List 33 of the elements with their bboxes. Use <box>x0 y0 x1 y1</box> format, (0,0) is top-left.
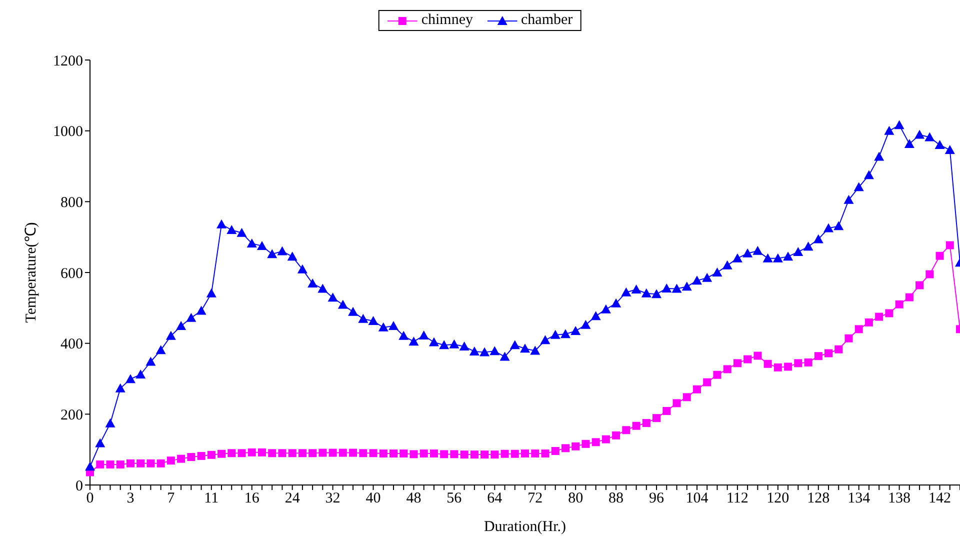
y-tick-label: 0 <box>76 478 83 494</box>
x-tick-label: 112 <box>726 490 748 507</box>
x-tick-label: 7 <box>167 490 176 507</box>
x-tick-label: 88 <box>608 490 624 507</box>
y-tick-label: 200 <box>60 407 83 424</box>
x-tick-label: 0 <box>86 490 94 507</box>
x-tick-label: 134 <box>848 490 871 507</box>
y-tick-label: 800 <box>60 194 83 211</box>
x-tick-label: 138 <box>888 490 911 507</box>
y-tick-label: 600 <box>60 266 83 282</box>
legend-label: chimney <box>421 12 474 29</box>
legend-label: chamber <box>521 12 573 29</box>
x-tick-label: 32 <box>325 490 340 507</box>
x-tick-label: 142 <box>928 490 952 507</box>
x-tick-label: 16 <box>244 490 260 507</box>
x-tick-label: 80 <box>568 490 584 507</box>
x-tick-label: 72 <box>528 490 543 507</box>
x-tick-label: 64 <box>487 490 503 507</box>
y-tick-label: 1000 <box>53 124 83 140</box>
x-tick-label: 11 <box>204 490 219 507</box>
x-tick-label: 40 <box>366 490 381 507</box>
x-tick-label: 3 <box>126 490 134 507</box>
x-tick-label: 48 <box>406 490 422 507</box>
y-tick-label: 1200 <box>53 53 83 70</box>
x-axis-title: Duration(Hr.) <box>484 519 566 535</box>
x-tick-label: 96 <box>649 490 665 507</box>
y-axis-title: Temperature(℃) <box>23 222 40 323</box>
x-tick-label: 56 <box>446 490 462 507</box>
x-tick-label: 104 <box>686 490 709 507</box>
x-tick-label: 120 <box>766 490 790 507</box>
y-tick-label: 400 <box>60 336 83 353</box>
x-tick-label: 128 <box>807 490 830 507</box>
x-tick-label: 24 <box>284 490 300 507</box>
